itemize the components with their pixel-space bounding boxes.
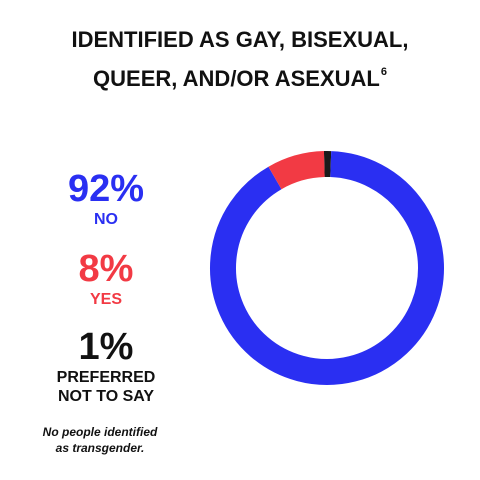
footnote: No people identified as transgender. (18, 424, 182, 456)
stat-preferred-not-to-say-percent: 1% (78, 326, 134, 368)
footnote-line-1: No people identified (42, 425, 158, 439)
stat-yes: 8% YES (36, 250, 176, 309)
stat-no-percent: 92% (67, 168, 145, 210)
chart-title-line-2-text: QUEER, AND/OR ASEXUAL (93, 66, 380, 91)
stat-yes-percent: 8% (78, 248, 134, 290)
donut-slice-yes (268, 151, 326, 190)
footnote-line-2: as transgender. (55, 441, 145, 455)
stat-yes-label: YES (89, 291, 122, 308)
stat-preferred-not-to-say-label-line-1: PREFERRED (56, 369, 156, 386)
chart-title-line-2: QUEER, AND/OR ASEXUAL6 (0, 56, 480, 95)
chart-title: IDENTIFIED AS GAY, BISEXUAL, QUEER, AND/… (0, 24, 480, 95)
stat-no: 92% NO (36, 170, 176, 229)
stat-no-label: NO (94, 211, 118, 228)
chart-title-line-1: IDENTIFIED AS GAY, BISEXUAL, (71, 27, 409, 52)
donut-slice-no (210, 151, 444, 385)
footnote-marker: 6 (380, 66, 387, 78)
stat-preferred-not-to-say-label-line-2: NOT TO SAY (57, 388, 155, 405)
stat-preferred-not-to-say: 1% PREFERRED NOT TO SAY (36, 328, 176, 406)
